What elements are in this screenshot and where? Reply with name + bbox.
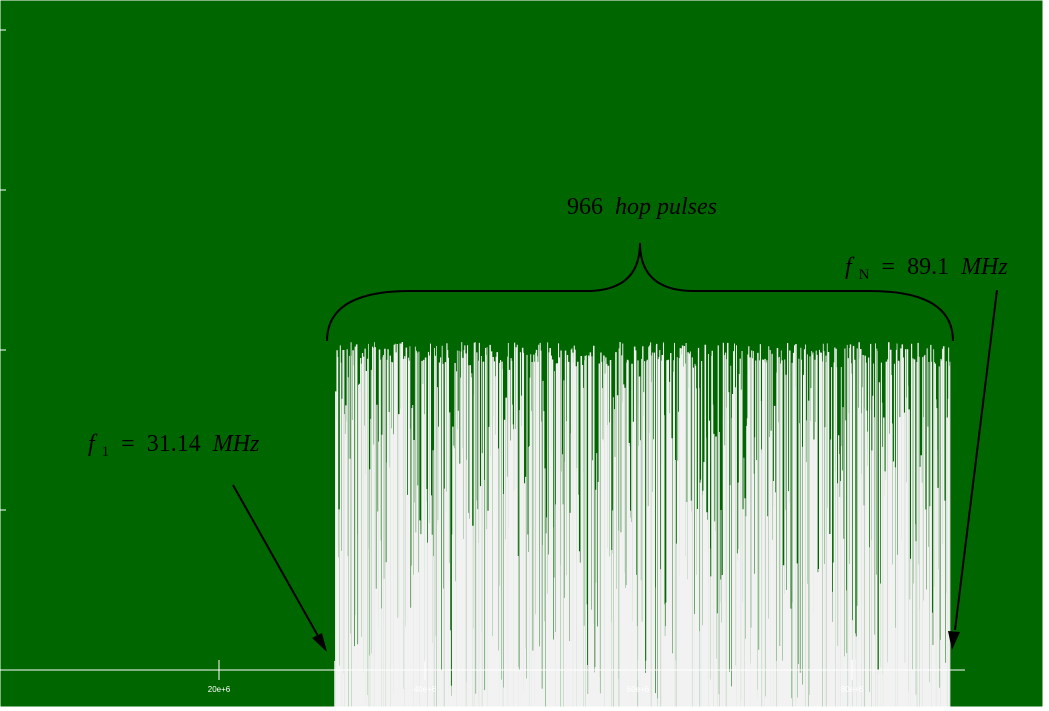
fn-subscript: N [859, 267, 870, 283]
f1-subscript: 1 [102, 444, 110, 460]
x-axis-ticks: 20e+6 40e+6 60e+6 80e+6 [208, 660, 864, 694]
y-axis-ticks [0, 29, 6, 511]
fn-arrow-line [954, 289, 998, 631]
fn-unit: MHz [960, 254, 1008, 280]
hop-count-label: 966 hop pulses [567, 194, 717, 220]
fn-label: f N = 89.1 MHz [845, 254, 1008, 285]
fn-equals: = [882, 254, 896, 280]
f1-value: 31.14 [147, 431, 201, 457]
f1-equals: = [121, 431, 135, 457]
annotations: 966 hop pulses f 1 = 31.14 MHz f N = 89.… [88, 194, 1008, 652]
x-tick-label: 20e+6 [208, 685, 231, 694]
f1-symbol: f [88, 431, 98, 457]
hop-count-number: 966 [567, 194, 603, 220]
f1-label: f 1 = 31.14 MHz [88, 431, 260, 462]
f1-arrow-line [232, 484, 319, 637]
fn-arrow-head [948, 631, 960, 650]
hop-range-brace [326, 242, 954, 342]
hop-count-text: hop pulses [615, 194, 717, 220]
fn-value: 89.1 [907, 254, 949, 280]
x-tick-label: 80e+6 [841, 685, 864, 694]
x-tick-label: 60e+6 [627, 685, 650, 694]
f1-unit: MHz [212, 431, 260, 457]
f1-arrow-head [312, 633, 327, 652]
x-tick-label: 40e+6 [414, 685, 437, 694]
hop-pulse-bars [334, 342, 951, 707]
fn-symbol: f [845, 254, 855, 280]
